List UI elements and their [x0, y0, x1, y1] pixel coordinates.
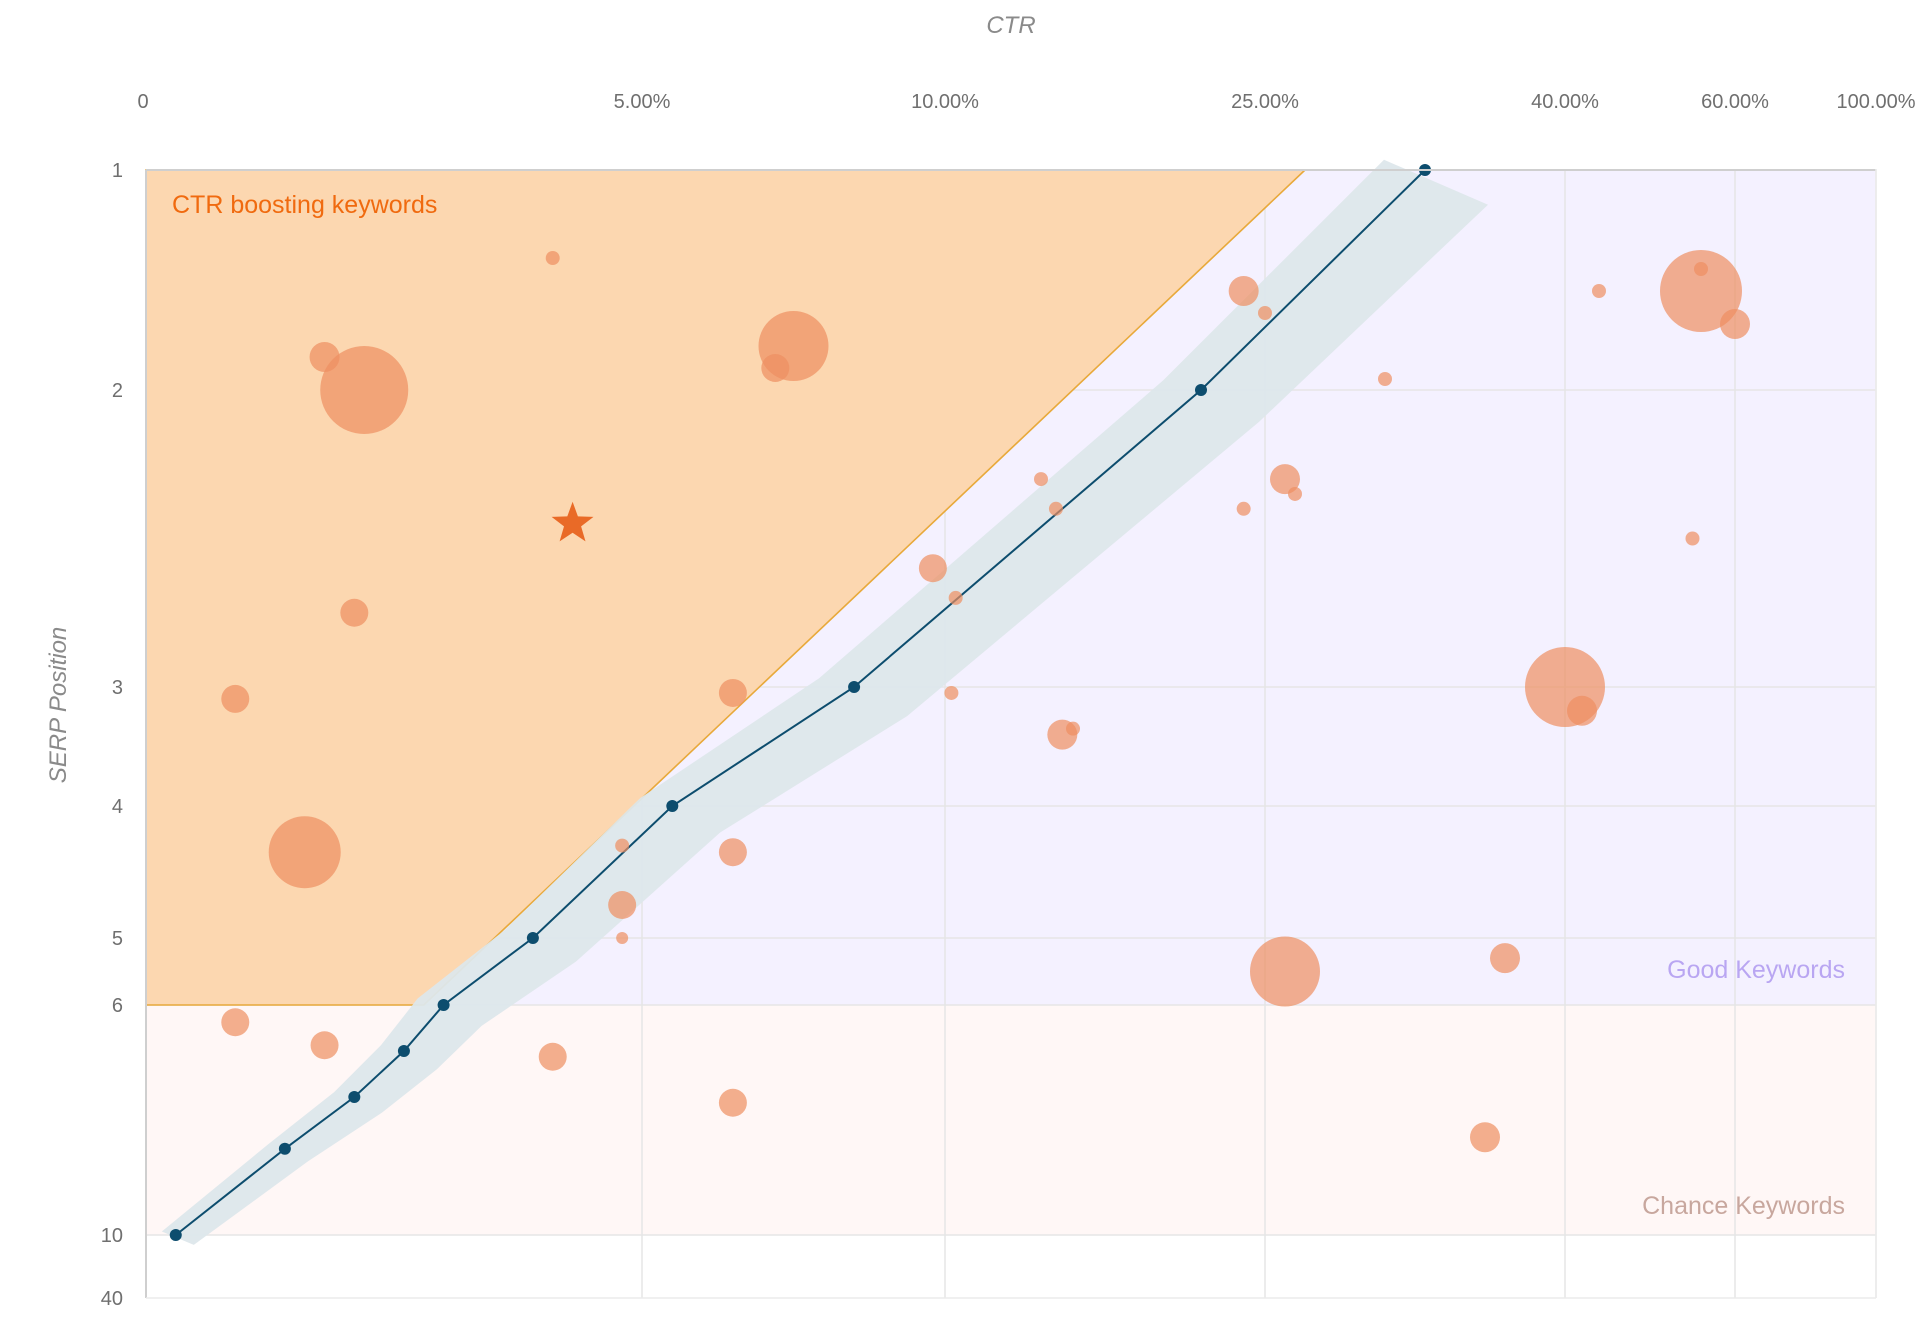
keyword-bubble — [1470, 1122, 1500, 1153]
keyword-bubble — [538, 1042, 567, 1071]
y-axis-title: SERP Position — [45, 627, 72, 784]
expected-ctr-curve-layer — [169, 164, 1431, 1241]
x-axis-tick-label: 0 — [137, 91, 148, 113]
keyword-bubble — [718, 1088, 747, 1117]
target-keyword-star — [551, 501, 594, 542]
y-axis-tick-label: 6 — [112, 995, 123, 1017]
expected-ctr-point — [1195, 384, 1207, 396]
x-axis-title: CTR — [986, 12, 1035, 39]
keyword-bubble — [221, 1008, 250, 1037]
target-star-layer — [551, 501, 594, 542]
x-axis-tick-label: 10.00% — [911, 91, 979, 113]
keyword-bubble — [1228, 276, 1259, 306]
expected-ctr-line — [175, 169, 1426, 1236]
keyword-bubble — [1720, 309, 1750, 339]
keyword-bubble — [1066, 721, 1080, 736]
keyword-bubble — [1685, 531, 1700, 546]
axes — [145, 169, 1877, 1299]
keyword-bubble — [608, 891, 637, 919]
keyword-bubble — [1034, 472, 1048, 487]
keyword-bubble — [944, 685, 959, 700]
keyword-bubble — [1270, 464, 1300, 495]
keyword-bubble — [1236, 501, 1251, 516]
y-axis-tick-label: 10 — [101, 1225, 123, 1247]
keyword-bubble — [340, 598, 369, 627]
keyword-bubble — [1250, 936, 1320, 1007]
keyword-bubble — [1378, 372, 1392, 386]
keyword-bubble — [1567, 695, 1597, 726]
y-axis-tick-label: 2 — [112, 380, 123, 402]
expected-ctr-point — [397, 1045, 410, 1057]
x-axis-tick-label: 100.00% — [1837, 91, 1916, 113]
expected-ctr-point — [278, 1142, 291, 1155]
y-axis-tick-label: 40 — [101, 1288, 123, 1310]
expected-ctr-point — [526, 932, 539, 944]
y-axis-tick-label: 5 — [112, 928, 123, 950]
keyword-bubble — [221, 684, 250, 713]
keyword-bubble — [718, 678, 747, 707]
keyword-bubble — [545, 251, 560, 265]
expected-ctr-confidence-band — [161, 159, 1488, 1245]
keyword-bubble — [268, 816, 341, 889]
keyword-bubble — [1288, 486, 1302, 501]
expected-ctr-point — [348, 1091, 361, 1103]
keyword-bubble — [948, 590, 963, 605]
keyword-bubble — [918, 554, 947, 583]
keyword-bubble — [761, 354, 790, 382]
keyword-bubble — [310, 1031, 339, 1060]
keyword-bubble — [615, 838, 630, 853]
keyword-bubble — [718, 838, 747, 867]
expected-ctr-band-layer — [161, 159, 1488, 1245]
expected-ctr-point — [848, 681, 861, 693]
x-axis-tick-label: 60.00% — [1701, 91, 1769, 113]
labels: 0 5.00% 10.00% 25.00% 40.00% 60.00% 100.00% 1 2 3… — [45, 12, 1916, 1310]
keyword-bubble — [616, 932, 629, 944]
y-axis-tick-label: 1 — [112, 160, 123, 182]
chance-keywords-label: Chance Keywords — [1642, 1192, 1845, 1220]
keyword-bubble — [1592, 284, 1606, 298]
x-axis-tick-label: 5.00% — [614, 91, 671, 113]
x-axis-tick-label: 25.00% — [1231, 91, 1299, 113]
expected-ctr-point — [437, 999, 450, 1011]
expected-ctr-point — [169, 1229, 182, 1241]
expected-ctr-point — [666, 800, 679, 812]
y-axis-tick-label: 3 — [112, 677, 123, 699]
keyword-bubble-layer — [221, 250, 1750, 1153]
keyword-bubble — [1490, 943, 1520, 974]
keyword-bubble — [1694, 262, 1708, 276]
keyword-bubble — [1660, 250, 1742, 332]
ctr-boosting-keywords-label: CTR boosting keywords — [172, 191, 437, 219]
good-keywords-label: Good Keywords — [1667, 956, 1845, 984]
y-axis-tick-label: 4 — [112, 796, 123, 818]
keyword-bubble — [1258, 306, 1272, 320]
keyword-bubble — [320, 346, 409, 434]
keyword-bubble — [1048, 501, 1063, 516]
x-axis-tick-label: 40.00% — [1531, 91, 1599, 113]
